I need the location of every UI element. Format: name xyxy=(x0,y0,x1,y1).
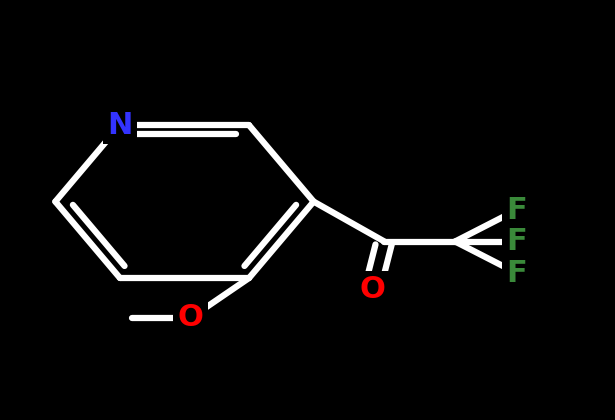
Text: O: O xyxy=(359,275,385,304)
Text: F: F xyxy=(506,227,527,256)
Text: N: N xyxy=(107,111,133,140)
Text: O: O xyxy=(178,303,204,332)
Text: F: F xyxy=(506,195,527,225)
Text: F: F xyxy=(506,258,527,288)
